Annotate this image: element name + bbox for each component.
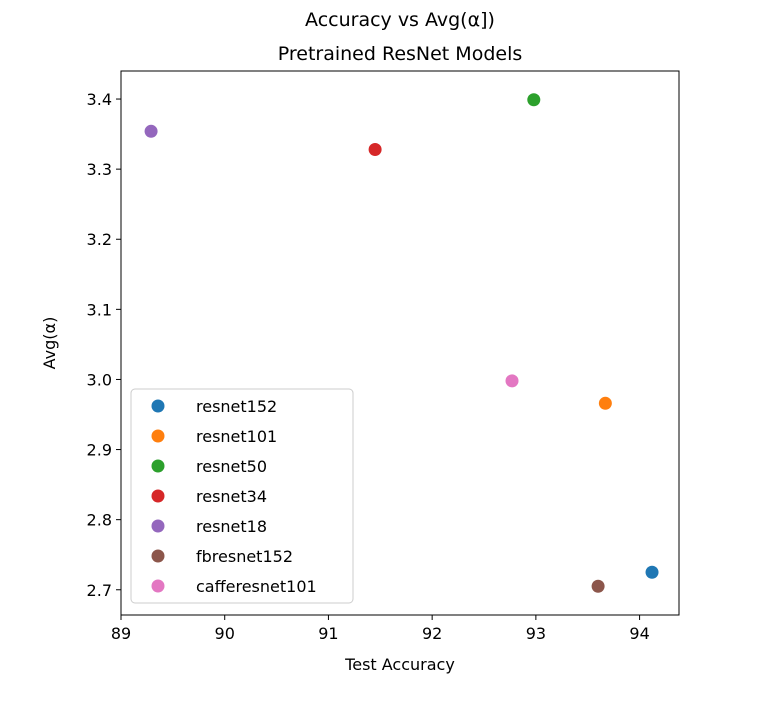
y-tick-label: 3.2 (87, 230, 112, 249)
legend-label-resnet18: resnet18 (196, 517, 267, 536)
y-tick-label: 3.4 (87, 90, 112, 109)
data-point-cafferesnet101 (505, 374, 519, 388)
chart-title-line1: Accuracy vs Avg(α]) (305, 9, 495, 31)
x-tick-label: 89 (111, 624, 131, 643)
x-tick-label: 93 (526, 624, 546, 643)
data-points (144, 93, 659, 593)
y-tick-label: 2.9 (87, 441, 112, 460)
y-tick-label: 2.7 (87, 581, 112, 600)
chart-title-line2: Pretrained ResNet Models (278, 43, 523, 65)
legend-marker-resnet101 (151, 429, 165, 443)
data-point-resnet152 (645, 565, 659, 579)
legend-label-fbresnet152: fbresnet152 (196, 547, 293, 566)
x-tick-label: 90 (215, 624, 235, 643)
legend-marker-resnet152 (151, 399, 165, 413)
data-point-resnet101 (598, 396, 612, 410)
y-axis-label: Avg(α) (40, 317, 59, 370)
legend-marker-cafferesnet101 (151, 579, 165, 593)
data-point-resnet18 (144, 124, 158, 138)
legend-marker-resnet18 (151, 519, 165, 533)
y-tick-label: 3.1 (87, 300, 112, 319)
legend-marker-resnet50 (151, 459, 165, 473)
x-axis-label: Test Accuracy (344, 655, 455, 674)
legend-label-cafferesnet101: cafferesnet101 (196, 577, 317, 596)
legend-marker-resnet34 (151, 489, 165, 503)
legend-frame (130, 388, 354, 604)
x-tick-label: 94 (629, 624, 649, 643)
legend: resnet152 resnet101 resnet50 resnet34 resnet… (130, 388, 354, 604)
y-tick-label: 3.0 (87, 370, 112, 389)
data-point-resnet34 (368, 143, 382, 157)
data-point-resnet50 (527, 93, 541, 107)
legend-label-resnet34: resnet34 (196, 487, 267, 506)
axis-ticks: 89 90 91 92 93 94 2.7 2.8 2.9 3.0 3.1 3.2 3.3 3.4 (87, 90, 650, 643)
legend-label-resnet50: resnet50 (196, 457, 267, 476)
legend-label-resnet152: resnet152 (196, 397, 277, 416)
legend-label-resnet101: resnet101 (196, 427, 277, 446)
y-tick-label: 3.3 (87, 160, 112, 179)
x-tick-label: 92 (422, 624, 442, 643)
plot-area-frame (120, 70, 680, 616)
x-tick-label: 91 (318, 624, 338, 643)
legend-marker-fbresnet152 (151, 549, 165, 563)
y-tick-label: 2.8 (87, 511, 112, 530)
data-point-fbresnet152 (591, 579, 605, 593)
